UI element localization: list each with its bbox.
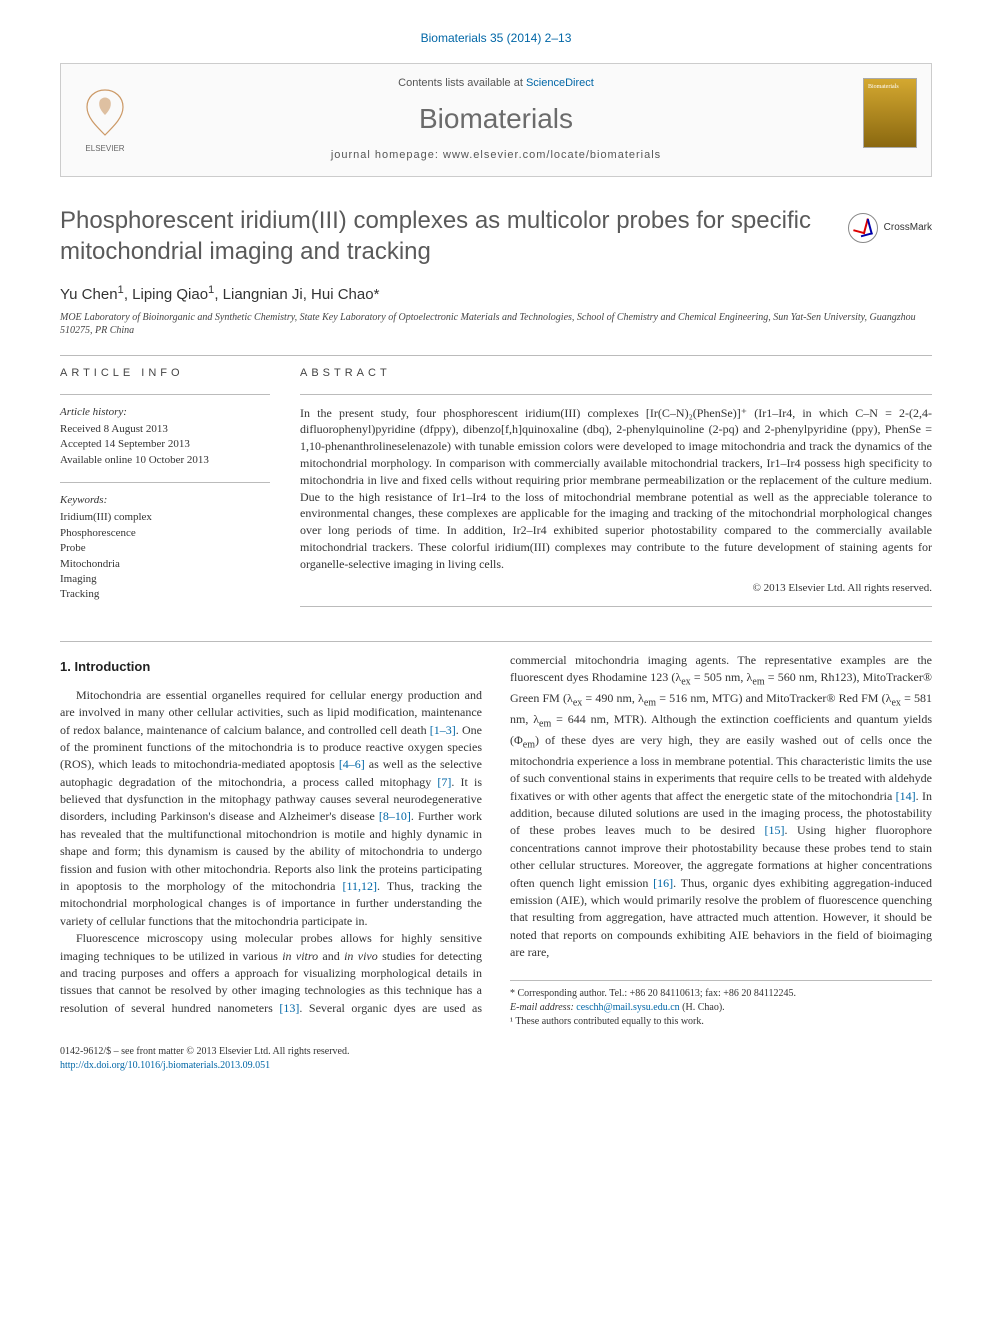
equal-contribution-note: ¹ These authors contributed equally to t… [510,1015,932,1029]
citation-ref[interactable]: [14] [896,789,916,803]
keyword-item: Probe [60,541,270,556]
corresponding-author-note: * Corresponding author. Tel.: +86 20 841… [510,987,932,1001]
abstract-text: In the present study, four phosphorescen… [300,405,932,573]
section-heading: 1. Introduction [60,658,482,677]
abstract-label: ABSTRACT [300,366,932,381]
citation-ref[interactable]: [15] [765,823,785,837]
keyword-item: Mitochondria [60,557,270,572]
crossmark-icon [848,213,878,243]
front-matter-line: 0142-9612/$ – see front matter © 2013 El… [60,1045,932,1059]
article-info-block: ARTICLE INFO Article history: Received 8… [60,366,270,617]
crossmark-badge[interactable]: CrossMark [848,213,932,243]
keyword-item: Phosphorescence [60,526,270,541]
history-label: Article history: [60,405,270,420]
history-item: Accepted 14 September 2013 [60,437,270,452]
history-item: Available online 10 October 2013 [60,453,270,468]
citation-ref[interactable]: [11,12] [343,879,378,893]
elsevier-logo: ELSEVIER [75,85,135,155]
citation-ref[interactable]: [7] [437,775,451,789]
author-email-link[interactable]: ceschh@mail.sysu.edu.cn [576,1002,679,1013]
elsevier-text: ELSEVIER [85,144,124,153]
footnotes: * Corresponding author. Tel.: +86 20 841… [510,980,932,1029]
sciencedirect-link[interactable]: ScienceDirect [526,77,594,89]
bottom-meta: 0142-9612/$ – see front matter © 2013 El… [60,1045,932,1073]
abstract-block: ABSTRACT In the present study, four phos… [300,366,932,617]
citation-ref[interactable]: [8–10] [379,809,411,823]
keyword-item: Imaging [60,572,270,587]
journal-cover-thumbnail [863,78,917,148]
journal-header-box: ELSEVIER Contents lists available at Sci… [60,63,932,177]
abstract-copyright: © 2013 Elsevier Ltd. All rights reserved… [300,581,932,596]
contents-line: Contents lists available at ScienceDirec… [77,76,915,91]
doi-link[interactable]: http://dx.doi.org/10.1016/j.biomaterials… [60,1060,270,1071]
keyword-item: Iridium(III) complex [60,510,270,525]
citation-ref[interactable]: [13] [279,1001,299,1015]
divider [60,355,932,356]
divider [60,641,932,642]
page-citation: Biomaterials 35 (2014) 2–13 [60,30,932,47]
journal-homepage: journal homepage: www.elsevier.com/locat… [77,148,915,163]
article-info-label: ARTICLE INFO [60,366,270,381]
keyword-item: Tracking [60,587,270,602]
authors: Yu Chen1, Liping Qiao1, Liangnian Ji, Hu… [60,283,932,305]
citation-ref[interactable]: [4–6] [339,757,365,771]
citation-ref[interactable]: [16] [653,876,673,890]
email-line: E-mail address: ceschh@mail.sysu.edu.cn … [510,1001,932,1015]
article-title: Phosphorescent iridium(III) complexes as… [60,205,828,267]
affiliation: MOE Laboratory of Bioinorganic and Synth… [60,311,932,337]
history-item: Received 8 August 2013 [60,422,270,437]
journal-name: Biomaterials [77,99,915,138]
citation-ref[interactable]: [1–3] [430,723,456,737]
keywords-label: Keywords: [60,493,270,508]
crossmark-label: CrossMark [884,221,932,235]
body-columns: 1. Introduction Mitochondria are essenti… [60,652,932,1029]
body-paragraph-1: Mitochondria are essential organelles re… [60,687,482,930]
